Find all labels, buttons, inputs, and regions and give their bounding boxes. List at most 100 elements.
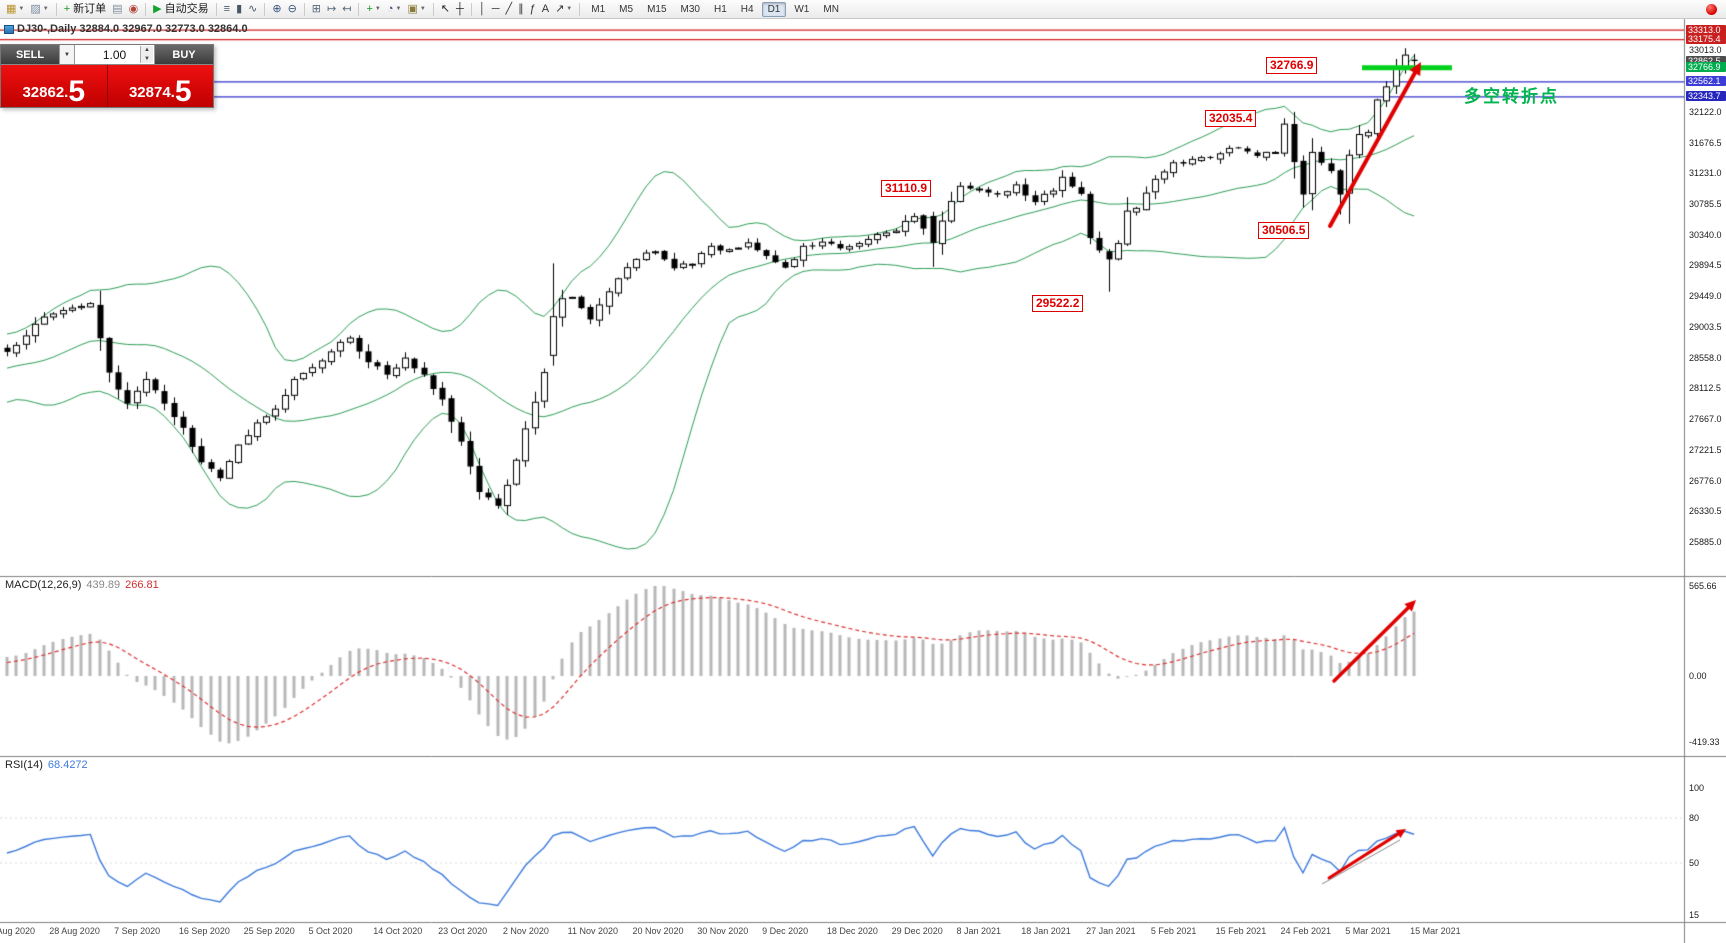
chart-shift-icon-glyph: ↤ bbox=[342, 2, 352, 15]
candlestick-chart-icon[interactable]: ▮ bbox=[233, 1, 245, 18]
ask-price: 32874. bbox=[128, 84, 175, 101]
toolbar-separator bbox=[145, 2, 147, 16]
dropdown-arrow-icon: ▼ bbox=[395, 6, 402, 12]
timeframe-m1[interactable]: M1 bbox=[591, 3, 606, 15]
date-axis-label: 18 Jan 2021 bbox=[1021, 926, 1071, 936]
templates-button-glyph: ▣ bbox=[407, 2, 418, 15]
trade-panel-prices: 32862. 5 32874. 5 bbox=[1, 65, 213, 107]
price-axis-label: 30785.5 bbox=[1689, 199, 1722, 209]
ask-price-big-digit: 5 bbox=[174, 74, 192, 108]
spinner-up-icon[interactable]: ▲ bbox=[141, 46, 153, 55]
channel-icon[interactable]: ∥ bbox=[515, 1, 527, 18]
date-axis-label: 2 Nov 2020 bbox=[502, 926, 549, 936]
timeframe-m15[interactable]: M15 bbox=[647, 3, 667, 15]
spinner-down-icon[interactable]: ▼ bbox=[141, 54, 153, 63]
bar-chart-icon[interactable]: ≡ bbox=[221, 1, 233, 18]
horizontal-line-icon-glyph: ─ bbox=[491, 2, 500, 15]
rsi-indicator-label: RSI(14) 68.4272 bbox=[5, 759, 88, 771]
price-axis-marker: 32562.1 bbox=[1686, 76, 1726, 87]
text-tool-icon[interactable]: A bbox=[539, 1, 552, 18]
line-chart-icon[interactable]: ∿ bbox=[245, 1, 260, 18]
templates-button[interactable]: ▣ ▼ bbox=[404, 1, 428, 18]
cursor-icon[interactable]: ↖ bbox=[438, 1, 453, 18]
zoom-in-icon[interactable]: ⊕ bbox=[269, 1, 284, 18]
auto-scroll-icon[interactable]: ↦ bbox=[324, 1, 339, 18]
profiles-icon[interactable]: ▨ ▼ bbox=[27, 1, 51, 18]
text-tool-icon-glyph: A bbox=[541, 2, 550, 15]
chart-shift-icon[interactable]: ↤ bbox=[339, 1, 354, 18]
date-axis-label: 9 Dec 2020 bbox=[762, 926, 809, 936]
indicators-button-glyph: + bbox=[366, 2, 373, 15]
macd-main-value: 439.89 bbox=[86, 579, 121, 591]
price-callout[interactable]: 30506.5 bbox=[1258, 222, 1310, 239]
bid-price-big-digit: 5 bbox=[68, 74, 86, 108]
rsi-axis-label: 15 bbox=[1689, 910, 1700, 920]
volume-spinner[interactable]: ▲ ▼ bbox=[140, 46, 153, 63]
sell-button[interactable]: SELL bbox=[1, 45, 59, 64]
trendline-icon[interactable]: ╱ bbox=[502, 1, 515, 18]
alerts-icon[interactable]: ◉ bbox=[126, 1, 142, 18]
bar-chart-icon-glyph: ≡ bbox=[223, 2, 231, 15]
price-callout[interactable]: 32766.9 bbox=[1266, 57, 1318, 74]
timeframe-w1[interactable]: W1 bbox=[794, 3, 810, 15]
arrow-tool-icon[interactable]: ↗ ▼ bbox=[552, 1, 575, 18]
vertical-line-icon[interactable]: │ bbox=[476, 1, 489, 18]
timeframe-h1[interactable]: H1 bbox=[713, 3, 727, 15]
timeframe-mn[interactable]: MN bbox=[823, 3, 839, 15]
tile-windows-icon-glyph: ⊞ bbox=[311, 2, 321, 15]
timeframe-m30[interactable]: M30 bbox=[680, 3, 700, 15]
date-axis-label: 15 Feb 2021 bbox=[1215, 926, 1267, 936]
zoom-out-icon[interactable]: ⊖ bbox=[285, 1, 300, 18]
buy-button[interactable]: BUY bbox=[155, 45, 213, 64]
price-callout[interactable]: 31110.9 bbox=[881, 180, 932, 197]
price-axis-marker: 33175.4 bbox=[1686, 34, 1726, 45]
bid-price-button[interactable]: 32862. 5 bbox=[1, 65, 108, 107]
bid-price: 32862. bbox=[22, 84, 69, 101]
new-chart-icon[interactable]: ▦ ▼ bbox=[3, 1, 27, 18]
price-axis-marker: 32766.9 bbox=[1686, 62, 1726, 73]
timeframe-m5[interactable]: M5 bbox=[619, 3, 634, 15]
volume-dropdown[interactable]: ▼ bbox=[59, 45, 75, 64]
alerts-icon-glyph: ◉ bbox=[128, 2, 139, 15]
new-order-button-glyph: + bbox=[63, 2, 71, 15]
price-axis-label: 31676.5 bbox=[1689, 137, 1722, 148]
price-axis-label: 29894.5 bbox=[1689, 260, 1722, 271]
price-callout[interactable]: 29522.2 bbox=[1032, 295, 1084, 312]
dropdown-arrow-icon: ▼ bbox=[419, 6, 426, 12]
price-axis-label: 27667.0 bbox=[1689, 414, 1722, 425]
macd-axis-label: 0.00 bbox=[1689, 670, 1707, 681]
ask-price-button[interactable]: 32874. 5 bbox=[107, 65, 213, 108]
crosshair-icon-glyph: ┼ bbox=[456, 2, 464, 15]
date-axis-label: 5 Mar 2021 bbox=[1345, 926, 1391, 936]
price-callout[interactable]: 32035.4 bbox=[1205, 110, 1257, 127]
crosshair-icon[interactable]: ┼ bbox=[453, 1, 467, 18]
chart-note-text[interactable]: 多空转折点 bbox=[1464, 87, 1559, 106]
periods-button[interactable]: ◔ ▼ bbox=[384, 1, 405, 18]
auto-trading-button[interactable]: ▶ 自动交易 bbox=[150, 1, 211, 18]
toolbar-separator bbox=[579, 2, 581, 16]
new-order-button[interactable]: + 新订单 bbox=[61, 1, 109, 18]
rsi-axis-label: 50 bbox=[1689, 857, 1700, 868]
toolbar: ▦ ▼ ▨ ▼ + 新订单 ▤ ◉ ▶ 自动交易 ≡ ▮ ∿ ⊕ ⊖ ⊞ ↦ ↤ + ▼ ◔ ▼ ▣ ▼ ↖ ┼ │ ─ ╱ ∥ ƒ A ↗ ▼ M… bbox=[0, 0, 1726, 19]
fibonacci-icon[interactable]: ƒ bbox=[527, 1, 539, 18]
macd-axis-label: 565.66 bbox=[1689, 580, 1717, 591]
chart-window-icon[interactable]: ▤ bbox=[109, 1, 125, 18]
timeframe-h4[interactable]: H4 bbox=[740, 3, 754, 15]
vertical-line-icon-glyph: │ bbox=[478, 2, 486, 15]
horizontal-line-icon[interactable]: ─ bbox=[489, 1, 503, 18]
date-axis-label: 25 Sep 2020 bbox=[243, 926, 295, 936]
tile-windows-icon[interactable]: ⊞ bbox=[309, 1, 324, 18]
indicators-button[interactable]: + ▼ bbox=[363, 1, 383, 18]
price-axis-marker: 32862.5 bbox=[1686, 55, 1726, 66]
toolbar-separator bbox=[55, 2, 57, 16]
volume-input[interactable]: 1.00 ▲ ▼ bbox=[75, 45, 155, 64]
rsi-name: RSI(14) bbox=[5, 759, 43, 771]
price-axis-label: 26776.0 bbox=[1689, 475, 1722, 486]
date-axis-label: 15 Mar 2021 bbox=[1410, 926, 1461, 936]
date-axis-label: 30 Nov 2020 bbox=[697, 926, 749, 936]
price-axis-label: 27221.5 bbox=[1689, 444, 1722, 455]
timeframe-d1[interactable]: D1 bbox=[761, 1, 787, 17]
